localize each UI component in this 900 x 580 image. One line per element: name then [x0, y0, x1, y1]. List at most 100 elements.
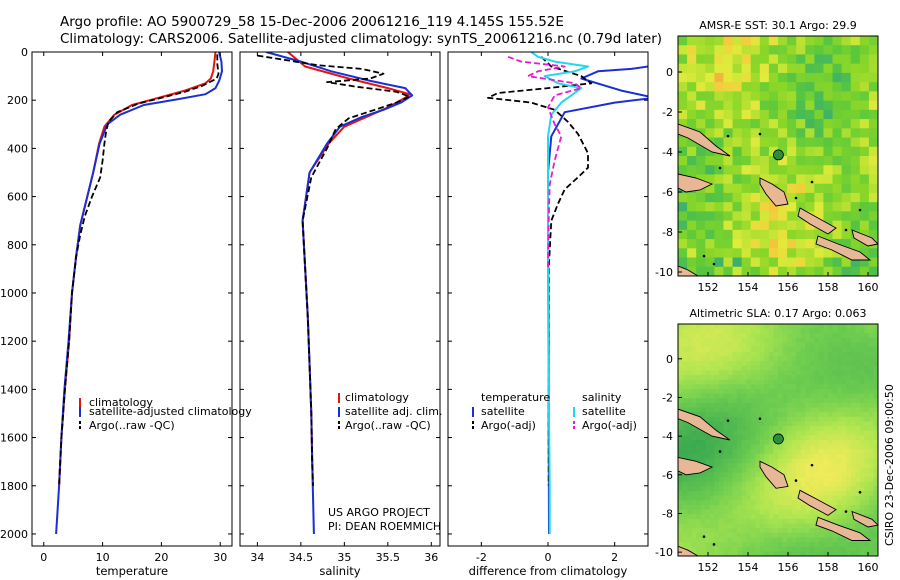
map-cell	[678, 444, 684, 450]
map-cell	[746, 491, 752, 497]
map-cell	[705, 440, 711, 446]
map-cell	[723, 379, 729, 385]
map-cell	[832, 504, 838, 511]
map-cell	[787, 324, 793, 330]
sst-map-frame	[677, 35, 879, 277]
map-cell	[700, 518, 706, 525]
map-cell	[678, 435, 684, 441]
map-cell	[741, 518, 747, 525]
map-cell	[714, 440, 720, 446]
map-cell	[678, 365, 684, 371]
map-cell	[705, 504, 711, 511]
map-cell	[868, 379, 875, 385]
map-cell	[746, 542, 752, 548]
map-cell	[682, 477, 688, 483]
map-cell	[746, 444, 752, 450]
map-cell	[850, 458, 856, 464]
map-cell	[809, 393, 815, 399]
map-cell	[805, 477, 811, 483]
map-cell	[832, 551, 838, 556]
map-cell	[764, 546, 770, 552]
map-cell	[732, 220, 743, 231]
map-cell	[764, 421, 770, 427]
map-cell	[687, 72, 697, 83]
map-cell	[696, 202, 706, 212]
map-cell	[700, 449, 706, 455]
map-cell	[705, 398, 711, 404]
map-cell	[846, 542, 852, 548]
map-cell	[750, 211, 761, 222]
map-cell	[809, 477, 815, 483]
map-cell	[691, 472, 697, 478]
map-cell	[823, 324, 829, 330]
map-cell	[714, 421, 720, 427]
map-cell	[714, 398, 720, 404]
map-cell	[759, 342, 765, 348]
map-cell	[787, 337, 793, 344]
map-cell	[700, 333, 706, 339]
map-cell	[700, 347, 706, 353]
map-cell	[787, 109, 797, 120]
map-cell	[787, 407, 793, 413]
map-cell	[737, 467, 743, 474]
map-cell	[728, 491, 734, 497]
map-cell	[687, 351, 693, 358]
map-cell	[700, 472, 706, 478]
map-cell	[750, 266, 761, 276]
map-cell	[850, 239, 861, 249]
map-cell	[723, 518, 729, 525]
map-cell	[873, 379, 878, 385]
map-cell	[750, 137, 761, 148]
map-cell	[696, 337, 702, 344]
map-cell	[768, 514, 775, 520]
map-cell	[737, 444, 743, 450]
map-cell	[705, 537, 711, 543]
map-cell	[750, 430, 756, 436]
map-cell	[787, 220, 797, 231]
map-cell	[787, 444, 793, 450]
map-cell	[714, 63, 725, 74]
map-cell	[850, 146, 861, 157]
map-cell	[723, 192, 734, 203]
map-cell	[741, 444, 747, 450]
map-cell	[705, 351, 711, 358]
map-cell	[805, 202, 815, 212]
map-cell	[873, 546, 878, 552]
map-cell	[714, 546, 720, 552]
map-cell	[846, 514, 852, 520]
map-cell	[768, 375, 775, 381]
map-cell	[705, 337, 711, 344]
map-cell	[718, 514, 725, 520]
map-cell	[787, 542, 793, 548]
series-line-salinity-satellite	[530, 52, 589, 534]
map-cell	[868, 458, 875, 464]
sst-map-xtick-label: 154	[738, 281, 759, 294]
map-cell	[773, 453, 779, 460]
map-cell	[828, 356, 834, 362]
map-cell	[828, 384, 834, 390]
map-cell	[755, 370, 761, 376]
map-cell	[737, 347, 743, 353]
map-cell	[778, 398, 784, 404]
difference-legend: temperature satellite Argo(-adj) salinit…	[472, 391, 637, 432]
map-cell	[805, 546, 811, 552]
map-cell	[818, 472, 825, 478]
map-cell	[809, 532, 815, 539]
map-cell	[755, 449, 761, 455]
map-cell	[787, 504, 793, 511]
map-cell	[796, 54, 806, 65]
map-cell	[837, 324, 843, 330]
map-cell	[682, 398, 688, 404]
legend-label-argo: Argo(..raw -QC)	[89, 419, 175, 432]
map-cell	[809, 514, 815, 520]
map-cell	[750, 388, 756, 395]
map-cell	[696, 54, 706, 65]
map-cell	[714, 229, 725, 240]
map-cell	[787, 328, 793, 334]
map-cell	[746, 500, 752, 506]
map-cell	[778, 36, 788, 46]
map-cell	[759, 402, 765, 409]
map-cell	[846, 537, 852, 543]
map-cell	[741, 202, 752, 212]
map-cell	[709, 365, 715, 371]
